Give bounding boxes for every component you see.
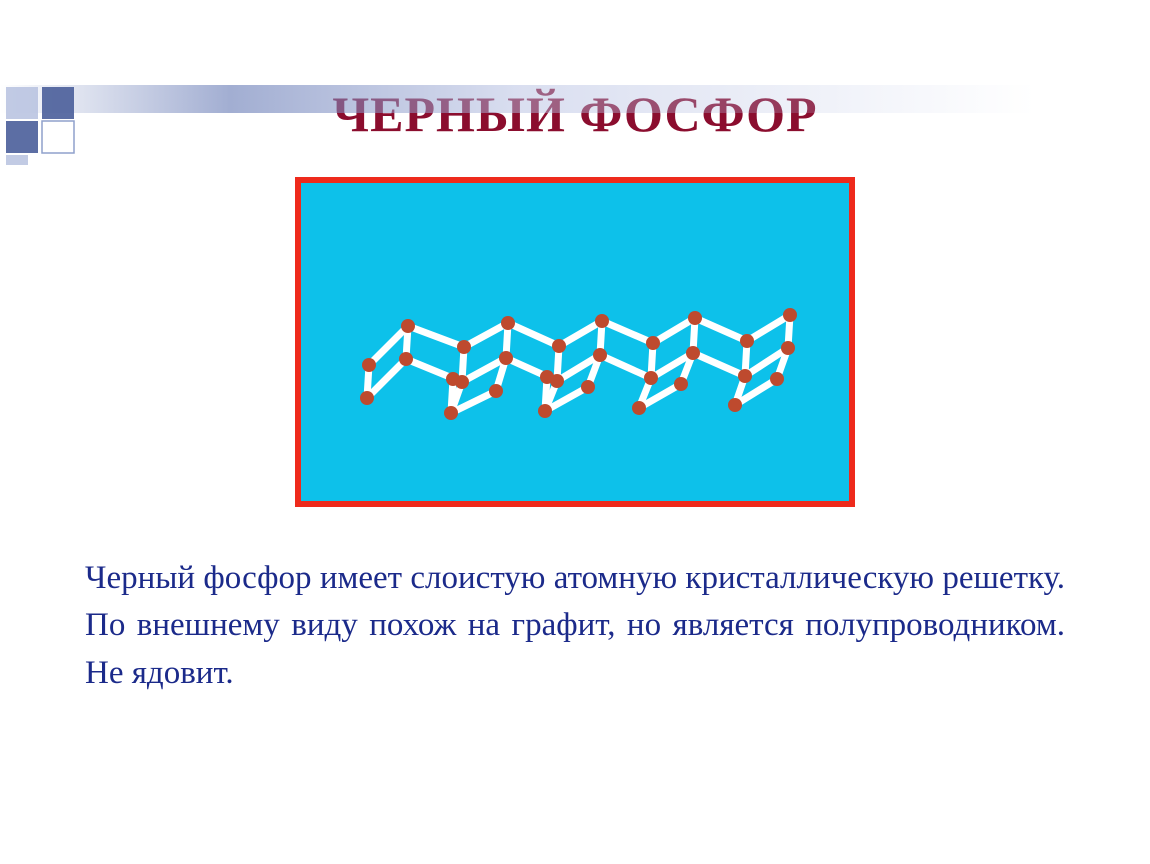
molecule-diagram-container bbox=[295, 177, 855, 507]
slide: ЧЕРНЫЙ ФОСФОР Черный фосфор имеет слоист… bbox=[0, 85, 1150, 864]
body-text: Черный фосфор имеет слоистую атомную кри… bbox=[85, 555, 1065, 699]
molecule-diagram bbox=[295, 177, 855, 507]
corner-decoration bbox=[0, 85, 200, 165]
